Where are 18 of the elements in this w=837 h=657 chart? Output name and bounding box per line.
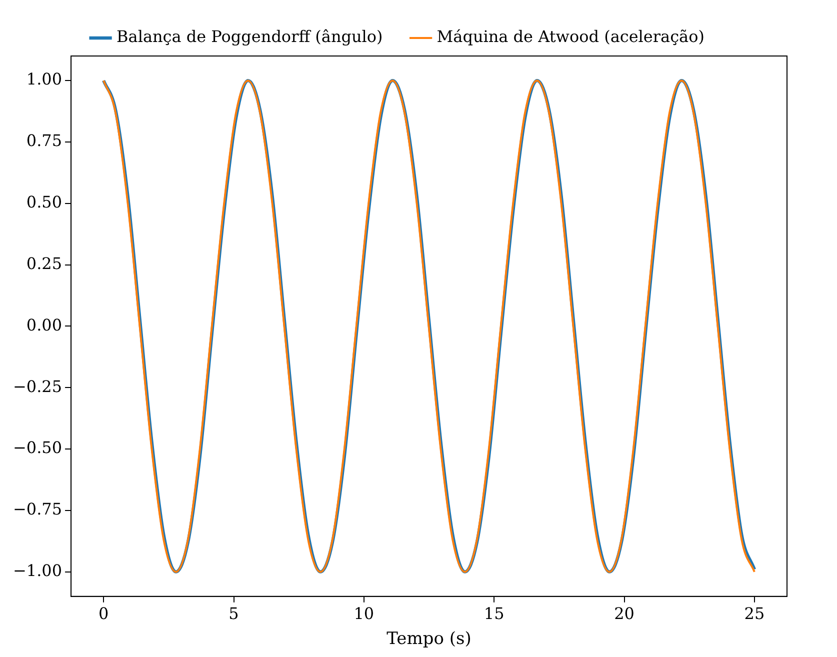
x-tick-label: 25 (744, 604, 765, 624)
x-tick-label: 5 (228, 604, 239, 624)
y-tick-label: 0.50 (26, 192, 62, 212)
y-tick-label: −0.75 (13, 500, 62, 519)
x-tick-label: 0 (98, 604, 109, 624)
y-tick-label: 0.75 (26, 131, 62, 150)
legend-label: Máquina de Atwood (aceleração) (436, 27, 704, 46)
x-tick-label: 10 (354, 604, 374, 624)
y-tick-label: −0.25 (13, 376, 62, 396)
x-tick-label: 20 (614, 604, 634, 624)
y-tick-label: 1.00 (26, 70, 62, 89)
x-tick-label: 15 (484, 604, 504, 624)
x-axis-title: Tempo (s) (386, 629, 472, 650)
y-tick-label: 0.00 (26, 315, 62, 334)
y-tick-label: −1.00 (13, 560, 62, 580)
legend-label: Balança de Poggendorff (ângulo) (116, 27, 383, 46)
y-tick-label: −0.50 (13, 438, 62, 458)
y-tick-label: 0.25 (26, 254, 62, 273)
